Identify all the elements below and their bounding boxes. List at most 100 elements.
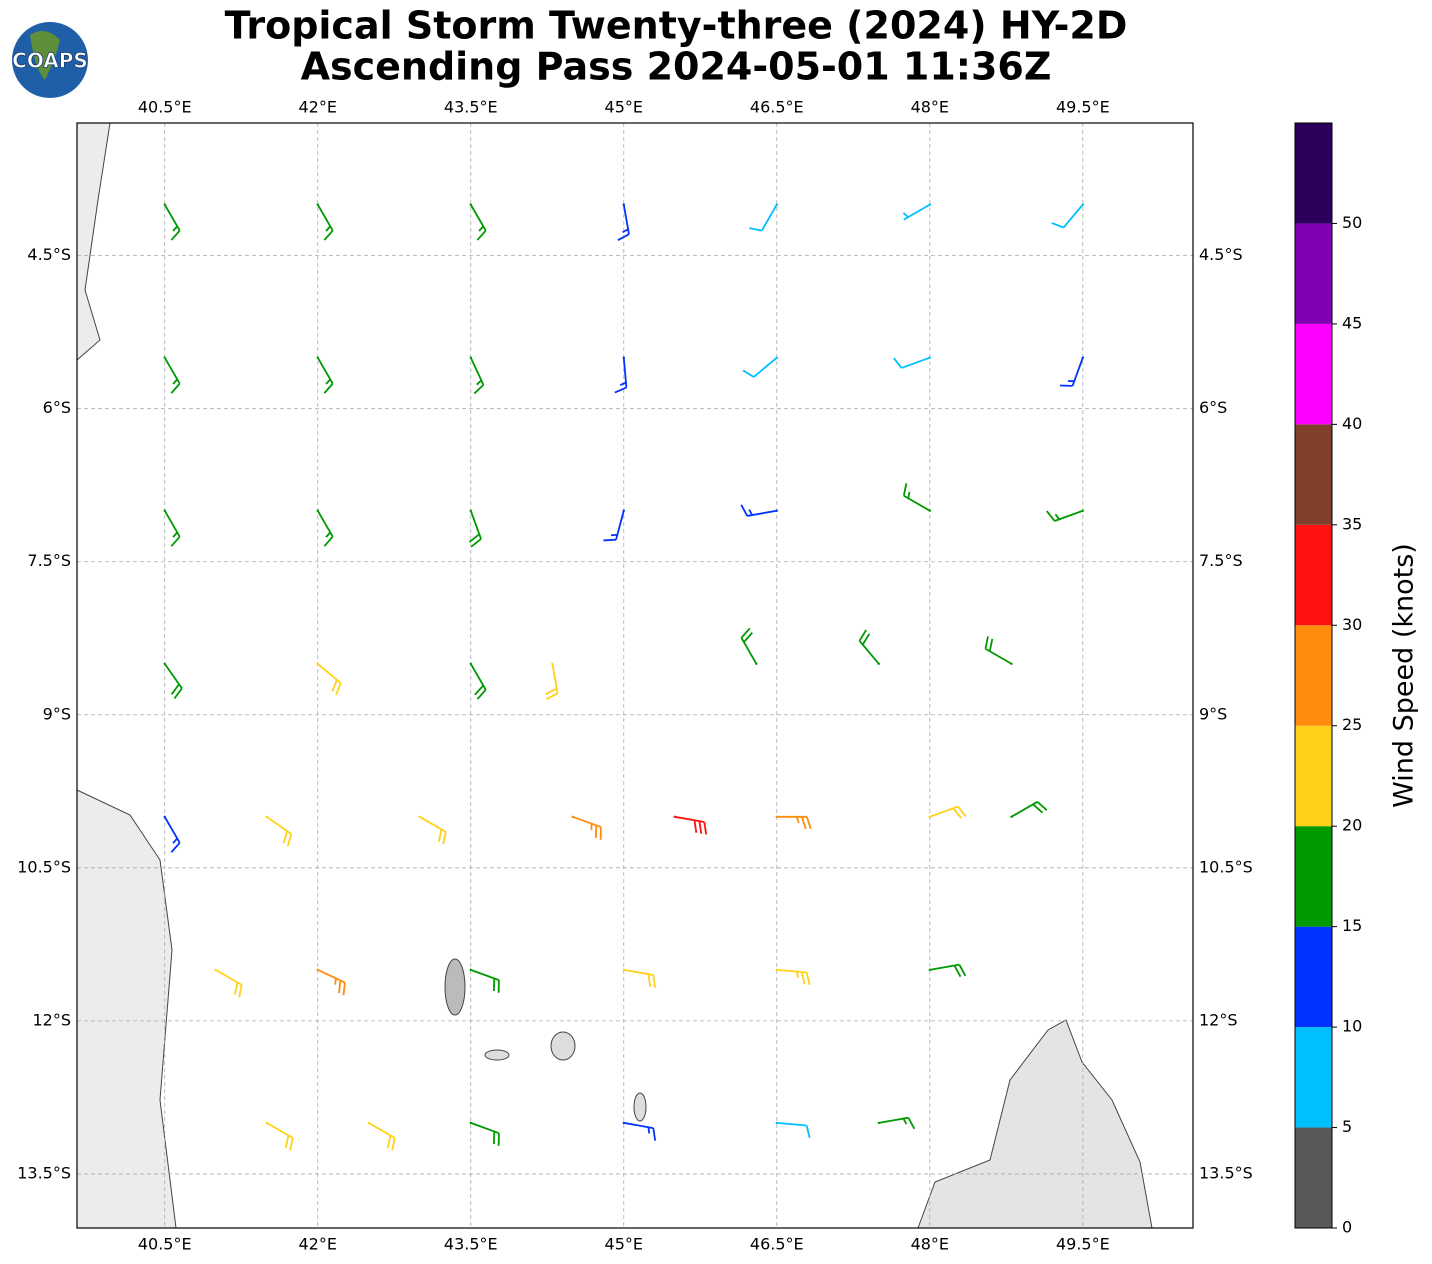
colorbar-tick-label: 5 [1342, 1117, 1352, 1136]
barb-staff [470, 969, 500, 993]
barb-base [163, 509, 166, 512]
barb-staff [749, 204, 778, 232]
colorbar-tick-label: 25 [1342, 715, 1362, 734]
wind-barb [163, 662, 183, 700]
chart-title: Tropical Storm Twenty-three (2024) HY-2D [225, 4, 1128, 48]
barb-staff [163, 816, 181, 853]
barb-base [1010, 662, 1013, 665]
colorbar-segment [1295, 826, 1332, 927]
x-tick-label: 48°E [911, 1235, 949, 1254]
wind-barb [673, 815, 708, 835]
barb-base [928, 203, 932, 206]
wind-barb [902, 483, 932, 512]
wind-barb [545, 662, 559, 701]
barb-base [928, 968, 932, 972]
barb-staff [740, 627, 758, 665]
barb-staff [929, 963, 967, 978]
x-tick-label: 42°E [299, 1235, 337, 1254]
y-tick-label: 7.5°S [1199, 551, 1243, 570]
barb-staff [776, 1122, 811, 1139]
wind-barb [163, 203, 181, 241]
colorbar-segment [1295, 926, 1332, 1028]
x-tick-label: 48°E [911, 98, 949, 117]
y-tick-label: 9°S [43, 704, 71, 723]
wind-barb [928, 805, 967, 819]
plot-layer [77, 123, 1193, 1228]
barb-staff [469, 204, 487, 241]
colorbar-segment [1295, 1127, 1332, 1228]
y-tick-label: 13.5°S [1199, 1163, 1253, 1182]
barb-base [163, 815, 166, 819]
barb-staff [545, 663, 559, 701]
barb-base [469, 203, 472, 206]
wind-barb [316, 968, 346, 996]
colorbar-segment [1295, 725, 1332, 827]
x-tick-label: 40.5°E [138, 1235, 192, 1254]
wind-barb [775, 815, 812, 830]
barb-staff [266, 816, 293, 847]
barb-staff [878, 1116, 916, 1130]
x-tick-label: 42°E [299, 98, 337, 117]
x-tick-label: 49.5°E [1056, 1235, 1110, 1254]
barb-base [214, 968, 217, 972]
barb-base [316, 509, 319, 512]
y-tick-label: 10.5°S [1199, 857, 1253, 876]
wind-barb [622, 1121, 657, 1141]
barb-staff [317, 969, 346, 996]
barb-base [265, 1121, 268, 1125]
map-background [77, 123, 1193, 1228]
barb-base [775, 203, 778, 206]
barb-staff [984, 636, 1012, 665]
wind-barb [1059, 356, 1085, 387]
colorbar-tick-label: 35 [1342, 514, 1362, 533]
colorbar-segment [1295, 223, 1332, 324]
colorbar-label: Wind Speed (knots) [1389, 543, 1420, 808]
barb-staff [163, 204, 181, 241]
x-tick-label: 45°E [605, 98, 643, 117]
barb-base [775, 968, 778, 972]
island [444, 958, 466, 1016]
barb-base [622, 968, 625, 972]
barb-base [469, 1121, 472, 1125]
colorbar-segment [1295, 323, 1332, 425]
colorbar-segment [1295, 625, 1332, 726]
y-tick-label: 12°S [1199, 1010, 1238, 1029]
wind-barb [316, 356, 334, 394]
wind-barb [1010, 801, 1048, 819]
colorbar-segment [1295, 1027, 1332, 1128]
colorbar-tick-label: 50 [1342, 213, 1362, 232]
barb-staff [929, 805, 967, 819]
barb-base [622, 1121, 625, 1125]
barb-base [163, 203, 166, 206]
barb-staff [469, 663, 487, 700]
wind-barb [603, 509, 625, 542]
wind-barb [418, 815, 447, 845]
wind-barb [265, 1121, 294, 1151]
y-tick-label: 13.5°S [17, 1163, 71, 1182]
wind-barb [316, 662, 342, 696]
colorbar-segment [1295, 424, 1332, 525]
x-tick-label: 43.5°E [444, 1235, 498, 1254]
chart-subtitle: Ascending Pass 2024-05-01 11:36Z [301, 45, 1052, 89]
island [633, 1092, 647, 1122]
barb-staff [316, 204, 334, 241]
colorbar-tick-label: 30 [1342, 615, 1362, 634]
island [484, 1049, 510, 1061]
barb-staff [469, 357, 485, 395]
barb-staff [614, 357, 628, 394]
wind-barb [469, 203, 487, 241]
barb-staff [674, 815, 708, 835]
wind-barb [902, 203, 932, 221]
barb-staff [266, 1122, 294, 1151]
barb-base [775, 815, 778, 819]
colorbar-segment [1295, 123, 1332, 224]
wind-barb [571, 815, 602, 840]
wind-barb [622, 968, 657, 988]
barb-base [877, 662, 881, 665]
barb-base [163, 662, 166, 665]
barb-staff [316, 510, 334, 547]
wind-barb [740, 504, 778, 517]
wind-barb [928, 963, 967, 978]
barb-base [469, 509, 472, 512]
